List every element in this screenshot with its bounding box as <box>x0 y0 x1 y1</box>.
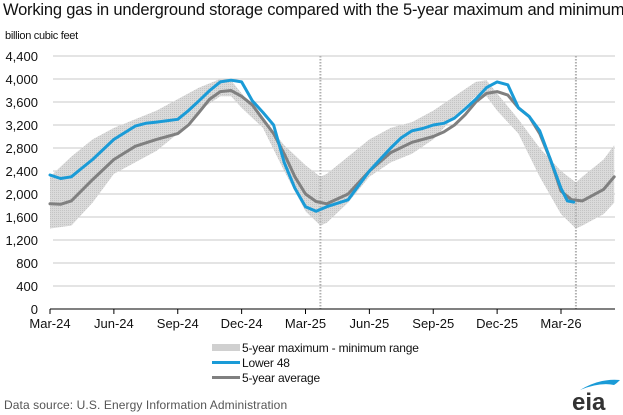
y-tick-label: 400 <box>16 279 38 294</box>
legend-swatch-lower48 <box>212 361 240 364</box>
y-tick-label: 1,200 <box>5 233 38 248</box>
x-tick-label: Sep-25 <box>412 316 454 331</box>
y-tick-label: 1,600 <box>5 210 38 225</box>
chart-title: Working gas in underground storage compa… <box>3 1 623 19</box>
y-axis-unit-label: billion cubic feet <box>5 30 78 42</box>
eia-logo-swoosh-icon <box>580 379 620 390</box>
x-tick-label: Mar-24 <box>29 316 70 331</box>
legend: 5-year maximum - minimum range Lower 48 … <box>212 340 419 385</box>
x-tick-label: Mar-25 <box>285 316 326 331</box>
x-tick-label: Dec-24 <box>221 316 263 331</box>
y-tick-label: 3,600 <box>5 95 38 110</box>
x-axis: Mar-24 Jun-24 Sep-24 Dec-24 Mar-25 Jun-25 Sep-… <box>29 308 615 331</box>
legend-label-average: 5-year average <box>242 370 320 385</box>
y-tick-label: 0 <box>31 302 38 317</box>
range-band <box>50 79 615 229</box>
eia-logo: eia <box>572 379 620 414</box>
y-tick-label: 2,800 <box>5 141 38 156</box>
legend-label-lower48: Lower 48 <box>242 355 290 370</box>
legend-item-average: 5-year average <box>212 370 419 385</box>
series-lines <box>48 78 616 213</box>
x-tick-label: Dec-25 <box>476 316 518 331</box>
legend-item-range: 5-year maximum - minimum range <box>212 340 419 355</box>
y-tick-label: 2,000 <box>5 187 38 202</box>
legend-swatch-average <box>212 376 240 379</box>
range-band-layer <box>50 79 615 229</box>
y-tick-label: 3,200 <box>5 118 38 133</box>
data-source-note: Data source: U.S. Energy Information Adm… <box>4 398 288 412</box>
y-tick-label: 4,400 <box>5 49 38 64</box>
series-line-lower48 <box>48 78 576 213</box>
y-tick-label: 2,400 <box>5 164 38 179</box>
y-tick-label: 800 <box>16 256 38 271</box>
eia-logo-text: eia <box>572 389 606 414</box>
legend-label-range: 5-year maximum - minimum range <box>242 340 419 355</box>
x-tick-label: Mar-26 <box>540 316 581 331</box>
legend-item-lower48: Lower 48 <box>212 355 419 370</box>
y-axis-ticks: 0 400 800 1,200 1,600 2,000 2,400 2,800 3,200 3,6… <box>5 49 38 317</box>
legend-swatch-range <box>212 344 240 351</box>
vertical-markers <box>319 56 577 309</box>
x-tick-label: Jun-24 <box>94 316 134 331</box>
x-tick-label: Jun-25 <box>350 316 390 331</box>
x-tick-label: Sep-24 <box>157 316 199 331</box>
y-tick-label: 4,000 <box>5 72 38 87</box>
